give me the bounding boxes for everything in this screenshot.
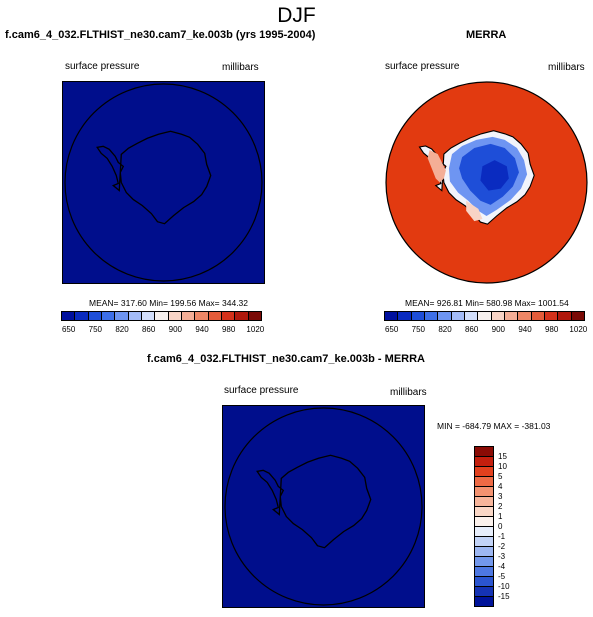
colorbar-swatch (543, 311, 559, 321)
colorbar-tick-label: -5 (498, 572, 506, 581)
colorbar-tick-label: 980 (544, 325, 559, 334)
colorbar-swatch (140, 311, 156, 321)
colorbar-swatch (207, 311, 222, 321)
panel-2-title: MERRA (466, 29, 507, 41)
panel-2-ross-shelf (466, 200, 483, 222)
panel-1-stats: MEAN= 317.60 Min= 199.56 Max= 344.32 (89, 298, 249, 308)
colorbar-swatch (490, 311, 505, 321)
colorbar-swatch (74, 311, 89, 321)
panel-2-peninsula-high (427, 150, 446, 183)
colorbar-tick-label: 3 (498, 492, 503, 501)
panel-2-antarctica-dome (480, 160, 509, 191)
colorbar-swatch (397, 311, 412, 321)
panel-2-map (385, 81, 588, 284)
colorbar-swatch (450, 311, 465, 321)
colorbar-swatch (234, 311, 249, 321)
colorbar-tick-label: 10 (498, 462, 507, 471)
panel-2-variable-label: surface pressure (385, 61, 460, 72)
panel-3-map-plot (223, 406, 424, 607)
colorbar-swatch (247, 311, 262, 321)
colorbar-tick-label: -15 (498, 592, 510, 601)
colorbar-swatch (194, 311, 209, 321)
colorbar-tick-label: 820 (438, 325, 452, 334)
colorbar-tick-label: 900 (491, 325, 506, 334)
colorbar-swatch (61, 311, 76, 321)
colorbar-tick-label: 0 (498, 522, 503, 531)
panel-3-colorbar-labels: 15 10 5 4 3 2 1 0 -1 -2 -3 -4 -5 -10 -15 (498, 447, 528, 617)
colorbar-tick-label: 940 (195, 325, 209, 334)
panel-1-map-background (63, 82, 264, 283)
panel-1-antarctica-coastline (96, 130, 212, 225)
panel-1-title: f.cam6_4_032.FLTHIST_ne30.cam7_ke.003b (… (5, 29, 316, 41)
colorbar-tick-label: 860 (141, 325, 156, 334)
panel-3-units-label: millibars (390, 387, 427, 398)
panel-2-stats: MEAN= 926.81 Min= 580.98 Max= 1001.54 (405, 298, 569, 308)
colorbar-tick-label: -1 (498, 532, 506, 541)
panel-2-colorbar (384, 311, 585, 321)
colorbar-tick-label: -2 (498, 542, 506, 551)
panel-3-globe-outline (224, 407, 423, 606)
colorbar-swatch (477, 311, 492, 321)
panel-1-globe-outline (64, 83, 263, 282)
panel-1-colorbar-labels: 650 750 820 860 900 940 980 1020 (62, 325, 265, 337)
colorbar-swatch (220, 311, 236, 321)
colorbar-swatch (384, 311, 399, 321)
panel-3-title: f.cam6_4_032.FLTHIST_ne30.cam7_ke.003b -… (147, 353, 425, 365)
colorbar-tick-label: 650 (384, 325, 399, 334)
colorbar-swatch (127, 311, 142, 321)
colorbar-swatch (167, 311, 182, 321)
colorbar-swatch (570, 311, 585, 321)
colorbar-tick-label: 1020 (246, 325, 265, 334)
colorbar-tick-label: 980 (221, 325, 236, 334)
panel-3-map (222, 405, 425, 608)
colorbar-swatch (503, 311, 519, 321)
figure-title: DJF (277, 4, 316, 27)
colorbar-tick-label: 750 (411, 325, 426, 334)
colorbar-tick-label: 820 (115, 325, 129, 334)
colorbar-tick-label: 650 (61, 325, 76, 334)
colorbar-tick-label: -3 (498, 552, 506, 561)
colorbar-tick-label: 2 (498, 502, 503, 511)
panel-3-antarctica-coastline (256, 454, 372, 549)
colorbar-tick-label: 940 (518, 325, 532, 334)
colorbar-tick-label: 1 (498, 512, 503, 521)
panel-3-colorbar (474, 446, 494, 607)
panel-2-units-label: millibars (548, 62, 585, 73)
colorbar-tick-label: 4 (498, 482, 503, 491)
colorbar-swatch (463, 311, 479, 321)
colorbar-tick-label: -4 (498, 562, 506, 571)
panel-1-map-plot (63, 82, 264, 283)
colorbar-swatch (423, 311, 439, 321)
colorbar-tick-label: -10 (498, 582, 510, 591)
colorbar-tick-label: 5 (498, 472, 503, 481)
colorbar-swatch (557, 311, 572, 321)
colorbar-swatch (437, 311, 452, 321)
colorbar-tick-label: 900 (168, 325, 183, 334)
panel-2-map-plot (385, 81, 588, 284)
colorbar-swatch (180, 311, 196, 321)
panel-1-units-label: millibars (222, 62, 259, 73)
panel-2-colorbar-labels: 650 750 820 860 900 940 980 1020 (385, 325, 588, 337)
colorbar-swatch (410, 311, 425, 321)
colorbar-tick-label: 15 (498, 452, 507, 461)
colorbar-swatch (474, 596, 494, 607)
colorbar-swatch (100, 311, 116, 321)
colorbar-swatch (114, 311, 129, 321)
colorbar-swatch (517, 311, 532, 321)
panel-1-map (62, 81, 265, 284)
panel-3-stats: MIN = -684.79 MAX = -381.03 (437, 421, 551, 431)
colorbar-swatch (530, 311, 545, 321)
panel-1-variable-label: surface pressure (65, 61, 140, 72)
colorbar-swatch (87, 311, 102, 321)
panel-3-map-background (223, 406, 424, 607)
colorbar-tick-label: 750 (88, 325, 103, 334)
panel-1-colorbar (61, 311, 262, 321)
panel-3-variable-label: surface pressure (224, 385, 299, 396)
colorbar-tick-label: 1020 (569, 325, 588, 334)
colorbar-swatch (154, 311, 169, 321)
colorbar-tick-label: 860 (464, 325, 479, 334)
